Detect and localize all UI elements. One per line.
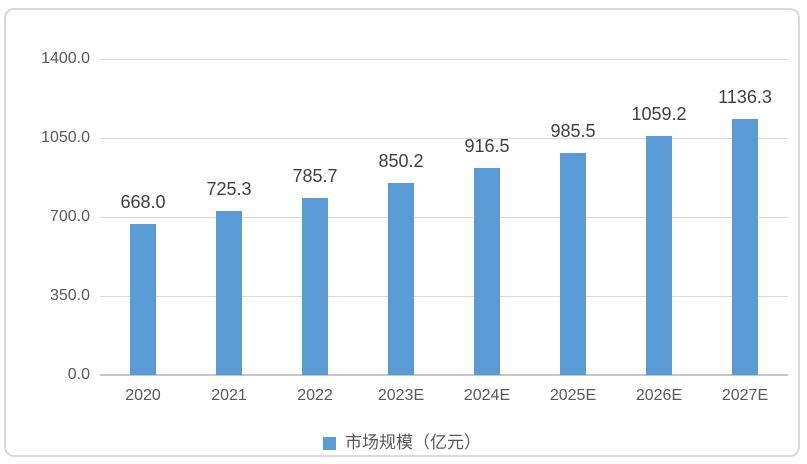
- x-axis-line: [100, 374, 788, 376]
- bar-value-label: 916.5: [464, 136, 510, 157]
- bar-2020: [130, 224, 156, 375]
- bar-slot: 1136.3: [702, 59, 788, 375]
- bar-slot: 1059.2: [616, 59, 702, 375]
- bar-slot: 785.7: [272, 59, 358, 375]
- x-axis-tick-label: 2025E: [549, 387, 597, 404]
- legend-label: 市场规模（亿元）: [345, 433, 481, 452]
- y-axis-tick-label: 1400.0: [41, 50, 90, 67]
- x-axis-tick-label: 2026E: [635, 387, 683, 404]
- bar-value-label: 985.5: [550, 120, 596, 141]
- bar-slot: 668.0: [100, 59, 186, 375]
- gridline: [100, 296, 788, 297]
- x-axis-tick-label: 2027E: [721, 387, 769, 404]
- bar-slot: 916.5: [444, 59, 530, 375]
- x-axis-tick-label: 2024E: [463, 387, 511, 404]
- plot-area: 668.0 725.3 785.7 850.2 916.5 985.5 1059.2 1136…: [100, 59, 788, 376]
- bar-2026E: [646, 135, 672, 375]
- x-axis-tick-label: 2021: [211, 387, 247, 404]
- bar-2027E: [732, 118, 758, 375]
- bar-2024E: [474, 168, 500, 375]
- gridline: [100, 59, 788, 60]
- bar-slot: 725.3: [186, 59, 272, 375]
- y-axis-tick-label: 0.0: [67, 366, 90, 383]
- x-axis-tick-label: 2020: [125, 387, 161, 404]
- bar-value-label: 1059.2: [631, 103, 687, 124]
- bar-2023E: [388, 183, 414, 375]
- bar-value-label: 785.7: [292, 165, 338, 186]
- x-axis-tick-label: 2023E: [377, 387, 425, 404]
- bar-value-label: 1136.3: [718, 86, 772, 107]
- x-axis-tick-label: 2022: [297, 387, 333, 404]
- bar-value-label: 725.3: [206, 179, 252, 200]
- chart-frame: 668.0 725.3 785.7 850.2 916.5 985.5 1059.2 1136…: [4, 8, 800, 457]
- y-axis-tick-label: 350.0: [49, 287, 90, 304]
- y-axis-tick-label: 700.0: [49, 208, 90, 225]
- gridline: [100, 138, 788, 139]
- y-axis-tick-label: 1050.0: [41, 129, 90, 146]
- bar-slot: 985.5: [530, 59, 616, 375]
- bar-slot: 850.2: [358, 59, 444, 375]
- x-axis: 2020 2021 2022 2023E 2024E 2025E 2026E 2027E: [100, 386, 788, 406]
- bar-2021: [216, 211, 242, 375]
- bar-value-label: 668.0: [120, 192, 166, 213]
- bar-value-label: 850.2: [378, 151, 424, 172]
- legend: 市场规模（亿元）: [6, 433, 798, 453]
- bar-2025E: [560, 152, 586, 375]
- legend-marker-icon: [323, 436, 336, 450]
- bar-2022: [302, 197, 328, 375]
- gridline: [100, 217, 788, 218]
